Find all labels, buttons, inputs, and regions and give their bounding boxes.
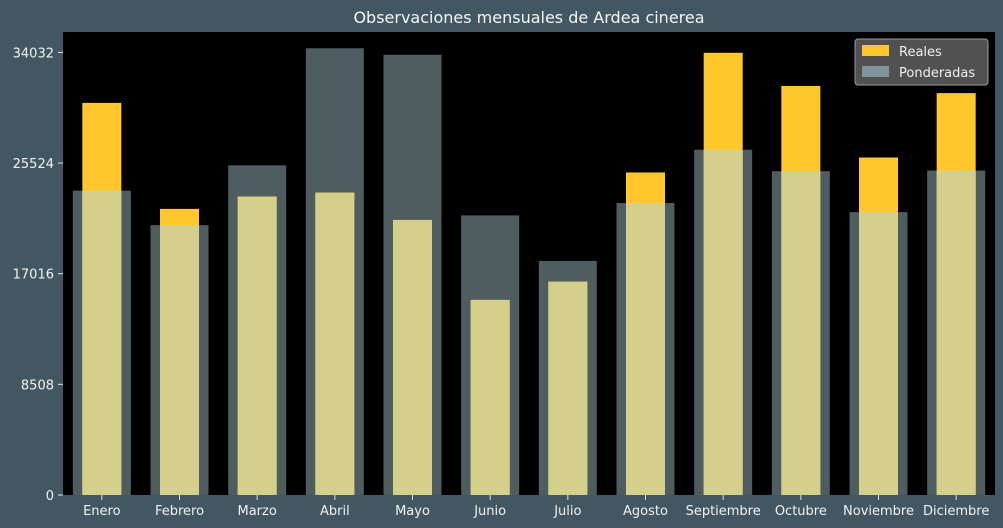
bar-overlap-octubre: [781, 171, 821, 496]
y-axis: 0 8508 17016 25524 34032: [13, 46, 63, 504]
legend-label-ponderadas: Ponderadas: [899, 66, 975, 81]
y-tick-label: 25524: [13, 157, 54, 172]
bar-overlap-marzo: [237, 196, 277, 496]
bar-overlap-junio: [470, 299, 510, 495]
y-tick-label: 0: [46, 489, 54, 504]
bar-overlap-abril: [315, 192, 355, 495]
x-tick-label-febrero: Febrero: [155, 504, 204, 519]
x-tick-label-agosto: Agosto: [623, 504, 668, 519]
y-tick-label: 17016: [13, 268, 54, 283]
bar-overlap-julio: [548, 281, 588, 495]
x-tick-label-julio: Julio: [553, 504, 581, 519]
bar-overlap-mayo: [393, 219, 432, 495]
x-tick-label-diciembre: Diciembre: [923, 504, 989, 519]
chart-title: Observaciones mensuales de Ardea cinerea: [353, 8, 704, 27]
x-tick-label-septiembre: Septiembre: [686, 504, 761, 519]
x-tick-label-abril: Abril: [320, 504, 350, 519]
bar-overlap-diciembre: [936, 170, 976, 495]
y-tick-label: 34032: [13, 46, 54, 61]
plot-area: [63, 32, 995, 495]
x-tick-label-octubre: Octubre: [775, 504, 827, 519]
legend-swatch-reales: [862, 45, 889, 56]
overlap-layer: [82, 149, 976, 496]
x-tick-label-junio: Junio: [473, 504, 506, 519]
bar-overlap-noviembre: [859, 212, 898, 495]
legend-swatch-ponderadas: [862, 66, 889, 77]
x-tick-label-noviembre: Noviembre: [843, 504, 914, 519]
y-tick-label: 8508: [21, 378, 54, 393]
bar-overlap-agosto: [626, 203, 665, 496]
bar-overlap-septiembre: [703, 149, 743, 495]
x-tick-label-mayo: Mayo: [395, 504, 430, 519]
x-tick-label-enero: Enero: [83, 504, 121, 519]
legend: Reales Ponderadas: [854, 38, 989, 86]
x-axis: Enero Febrero Marzo Abril Mayo Junio Julio Agos…: [83, 495, 989, 519]
bar-overlap-febrero: [160, 225, 199, 495]
bar-overlap-enero: [82, 190, 122, 496]
legend-label-reales: Reales: [899, 45, 942, 60]
x-tick-label-marzo: Marzo: [238, 504, 277, 519]
